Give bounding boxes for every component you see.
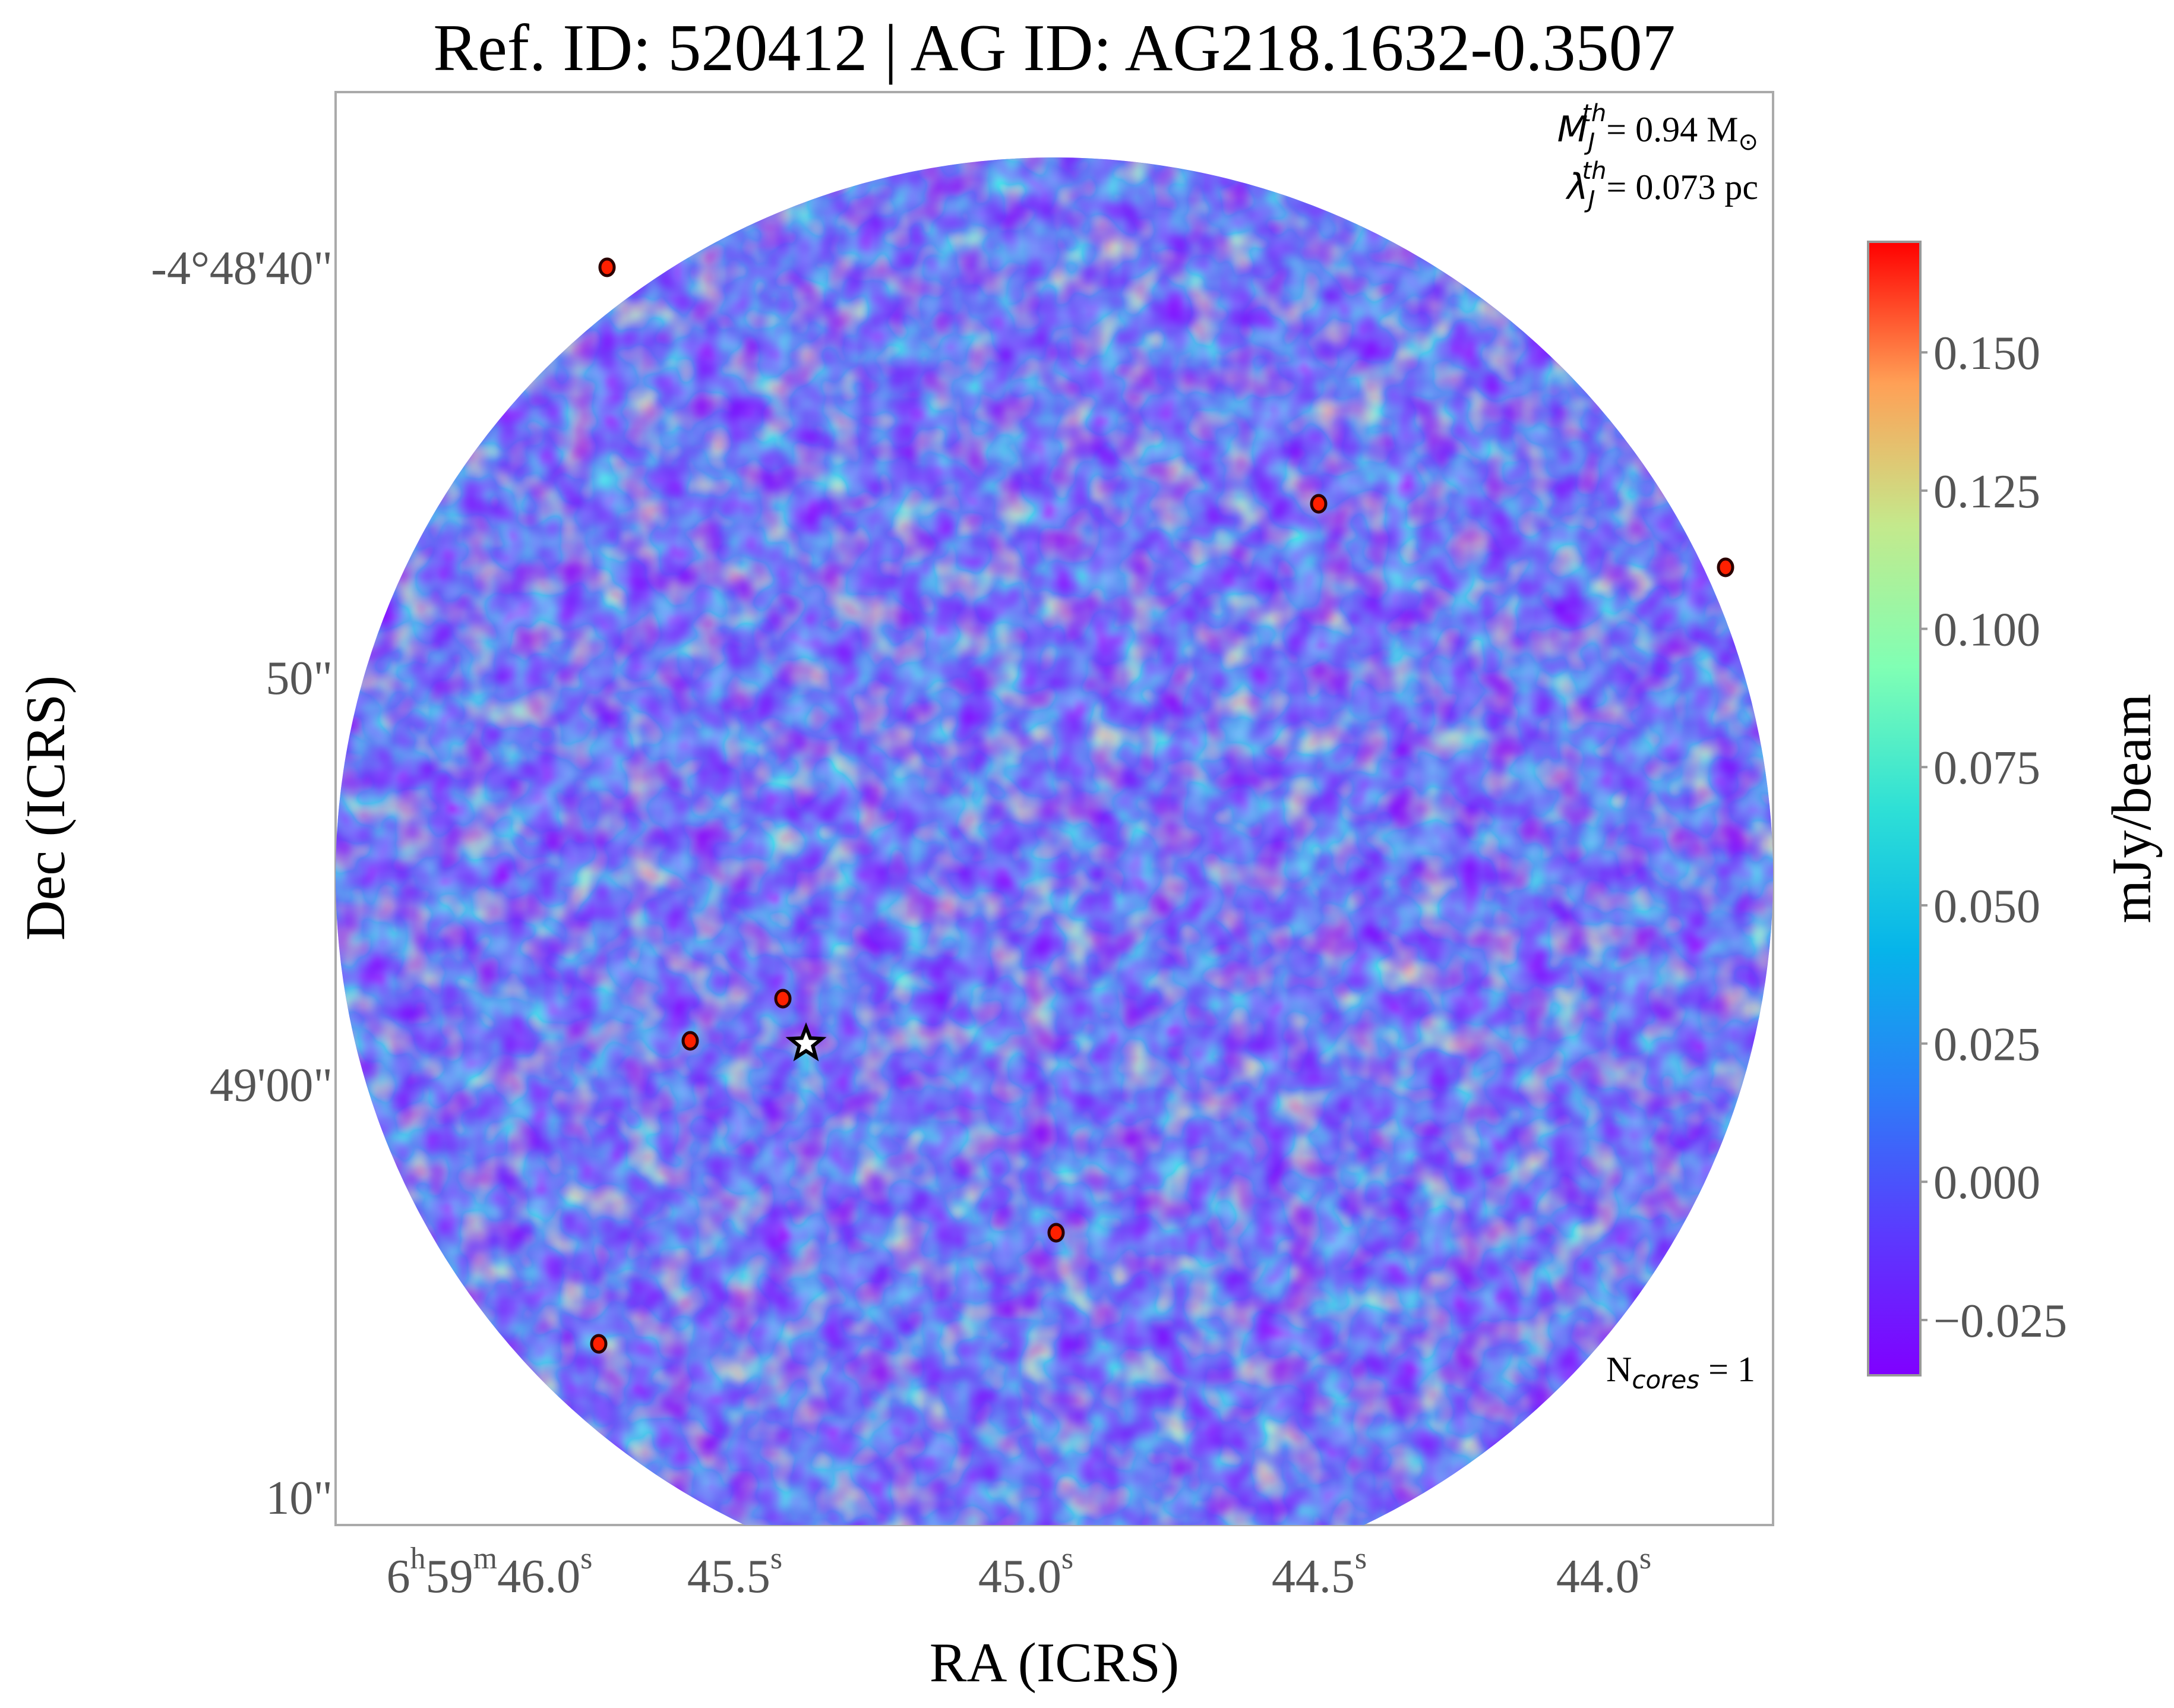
y-tick-label: 50": [266, 652, 333, 705]
ncores-prefix: N: [1606, 1350, 1632, 1389]
colorbar-tick-label: −0.025: [1933, 1295, 2067, 1347]
y-axis-ticks: -4°48'40" 50" 49'00" 10": [151, 242, 333, 1524]
emission-spot: [598, 257, 616, 277]
x-tick-label: 44.5s: [1272, 1542, 1367, 1603]
core-star-marker: [785, 1022, 827, 1062]
x-axis-label: RA (ICRS): [930, 1632, 1179, 1694]
svg-text:Ncores = 1: Ncores = 1: [1606, 1350, 1755, 1394]
lambda-symbol: λ: [1565, 166, 1588, 208]
svg-text:MJth= 0.94 M⊙: MJth= 0.94 M⊙: [1557, 100, 1758, 156]
emission-spot: [1717, 557, 1734, 577]
ncores-sub: cores: [1632, 1365, 1699, 1394]
heatmap-field: [336, 157, 1773, 1525]
x-axis-ticks: 6h59m46.0s 45.5s 45.0s 44.5s 44.0s: [387, 1542, 1651, 1603]
lambda-value: = 0.073 pc: [1607, 168, 1758, 207]
chart-title: Ref. ID: 520412 | AG ID: AG218.1632-0.35…: [433, 11, 1675, 85]
emission-spots: [590, 257, 1734, 1354]
colorbar-ticks: 0.150 0.125 0.100 0.075 0.050 0.025 0.000 −0.02…: [1920, 327, 2067, 1347]
emission-spot: [590, 1334, 608, 1354]
x-tick-label: 6h59m46.0s: [387, 1542, 593, 1603]
mass-value: = 0.94 M: [1606, 110, 1738, 149]
colorbar-tick-label: 0.125: [1933, 466, 2040, 518]
colorbar-tick-label: 0.050: [1933, 880, 2040, 933]
lambda-sup: th: [1582, 157, 1606, 185]
colorbar-tick-label: 0.075: [1933, 742, 2040, 794]
emission-spot: [1310, 494, 1328, 514]
emission-spot: [774, 989, 792, 1009]
y-tick-label: 49'00": [210, 1059, 333, 1112]
colorbar-tick-label: 0.025: [1933, 1019, 2040, 1071]
colorbar: [1867, 241, 1922, 1376]
svg-text:λJth= 0.073 pc: λJth= 0.073 pc: [1565, 157, 1758, 213]
ncores-value: = 1: [1699, 1350, 1755, 1389]
mass-unit-symbol: ⊙: [1738, 128, 1758, 155]
y-tick-label: 10": [266, 1472, 333, 1524]
y-axis-label: Dec (ICRS): [15, 675, 77, 940]
emission-spot: [681, 1031, 699, 1051]
ncores-annotation: Ncores = 1: [1606, 1350, 1755, 1394]
colorbar-tick-label: 0.000: [1933, 1157, 2040, 1209]
colorbar-label: mJy/beam: [2101, 694, 2163, 923]
y-tick-label: -4°48'40": [151, 242, 333, 295]
jeans-length-annotation: λJth= 0.073 pc: [1565, 157, 1758, 213]
core-markers: [785, 1022, 827, 1062]
emission-spot: [1047, 1223, 1065, 1243]
colorbar-tick-label: 0.150: [1933, 327, 2040, 380]
x-tick-label: 45.5s: [687, 1542, 782, 1603]
mass-sup: th: [1582, 100, 1606, 127]
jeans-mass-annotation: MJth= 0.94 M⊙: [1557, 100, 1758, 156]
mass-symbol: M: [1557, 109, 1588, 150]
colorbar-tick-label: 0.100: [1933, 604, 2040, 656]
x-tick-label: 45.0s: [978, 1542, 1073, 1603]
x-tick-label: 44.0s: [1556, 1542, 1651, 1603]
